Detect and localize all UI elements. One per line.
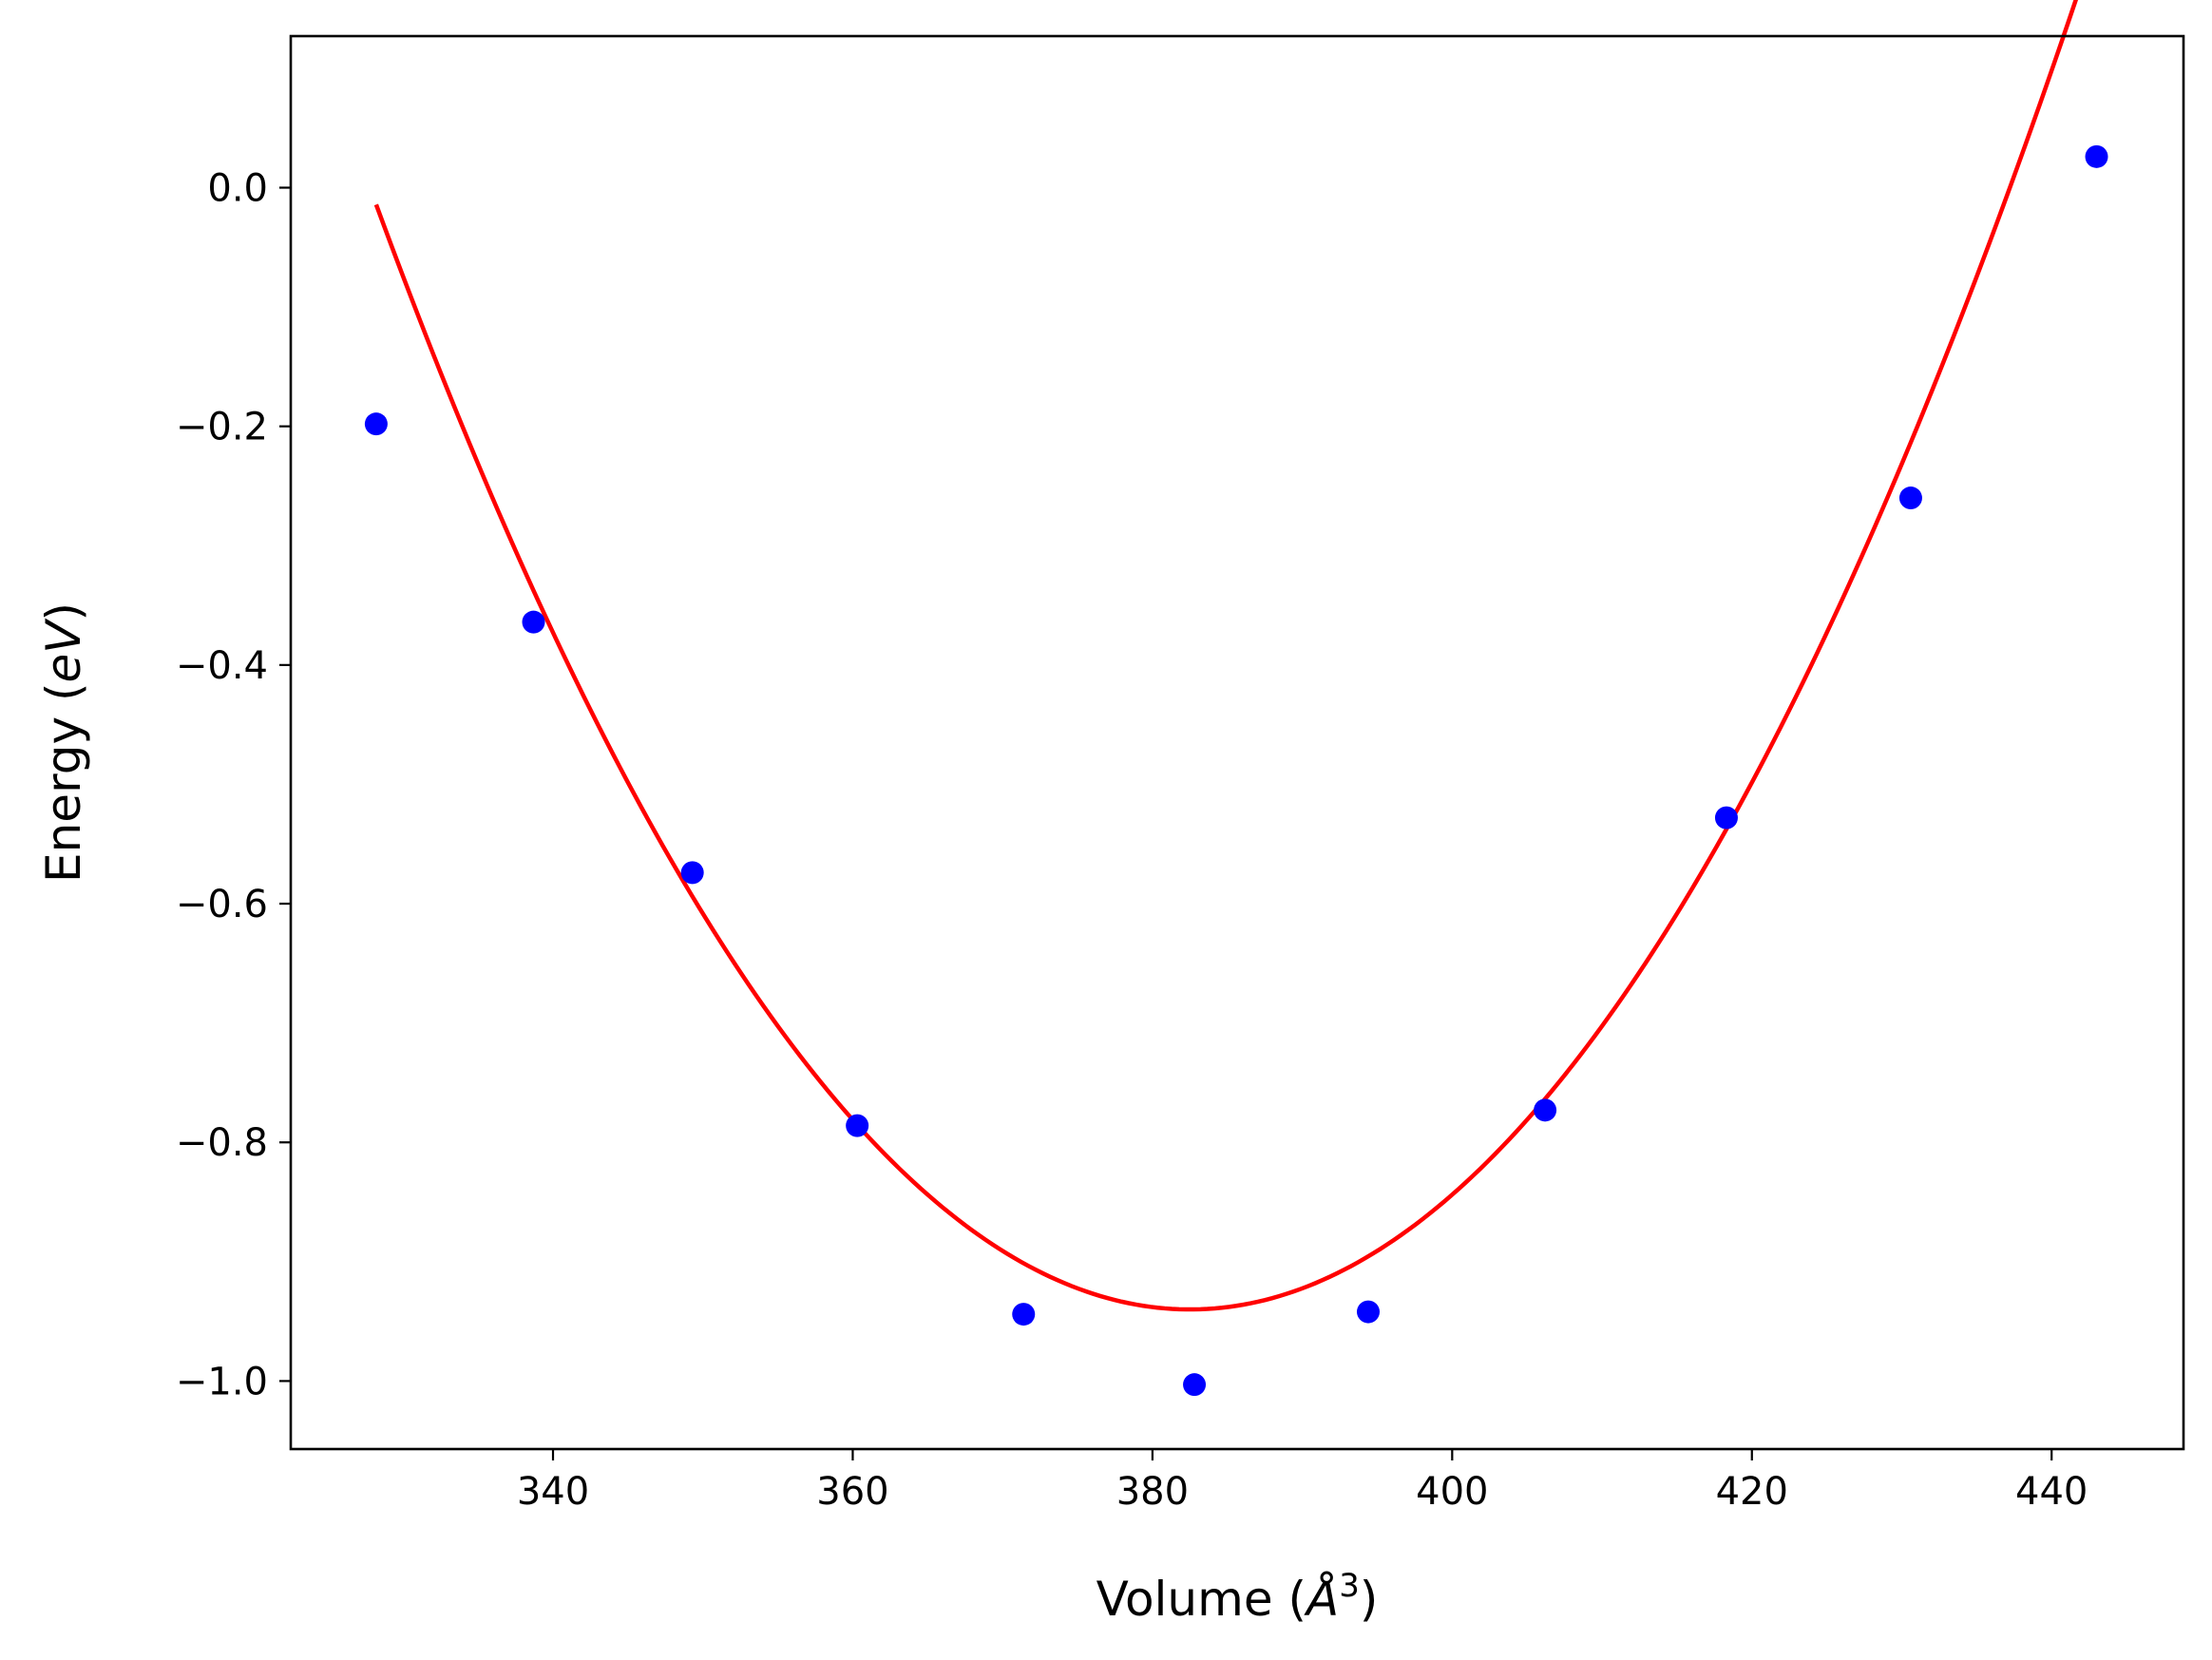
data-point: [680, 861, 704, 885]
y-tick-label: 0.0: [207, 167, 268, 211]
x-tick-label: 400: [1416, 1470, 1488, 1514]
data-point: [846, 1114, 869, 1137]
y-tick-label: −0.8: [176, 1121, 268, 1165]
y-tick-label: −0.4: [176, 644, 268, 688]
x-tick-label: 360: [816, 1470, 888, 1514]
x-tick-label: 380: [1116, 1470, 1189, 1514]
data-point: [1534, 1098, 1557, 1122]
data-point: [2085, 144, 2108, 168]
x-tick-label: 440: [2015, 1470, 2088, 1514]
y-tick-label: −0.6: [176, 883, 268, 926]
y-tick-label: −0.2: [176, 406, 268, 449]
data-point: [522, 610, 545, 634]
data-point: [1357, 1300, 1381, 1324]
x-tick-label: 340: [517, 1470, 589, 1514]
fit-curve: [373, 0, 2079, 1312]
axes-frame: [289, 34, 2185, 1451]
data-point: [1714, 806, 1738, 830]
data-point: [1898, 487, 1922, 510]
data-point: [364, 412, 388, 436]
x-tick-label: 420: [1716, 1470, 1788, 1514]
y-tick-label: −1.0: [176, 1360, 268, 1403]
y-axis-label: Energy (eV): [36, 602, 91, 883]
x-axis-label: Volume (Å3): [1096, 1567, 1379, 1627]
data-point: [1012, 1303, 1036, 1326]
data-point: [1183, 1373, 1207, 1397]
